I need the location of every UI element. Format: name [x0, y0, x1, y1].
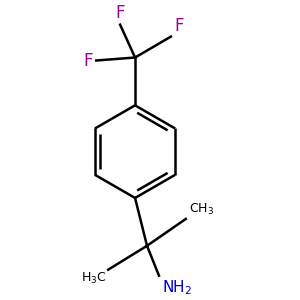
Text: H$_3$C: H$_3$C [81, 271, 107, 286]
Text: CH$_3$: CH$_3$ [189, 202, 214, 218]
Text: NH$_2$: NH$_2$ [162, 279, 192, 297]
Text: F: F [84, 52, 93, 70]
Text: F: F [174, 17, 183, 35]
Text: F: F [116, 4, 125, 22]
